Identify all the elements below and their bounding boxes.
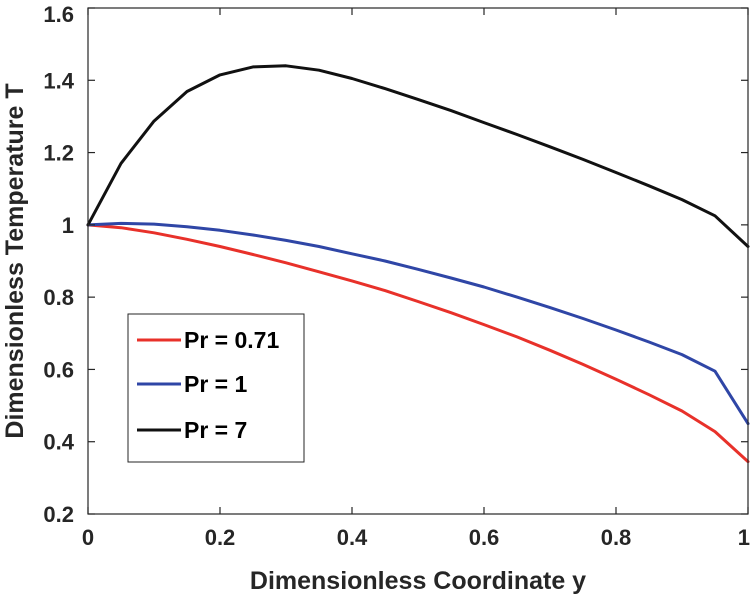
x-tick-label: 0.6	[469, 525, 500, 550]
ticks-layer: 0 0.2 0.4 0.6 0.8 1 0.2 0.4 0.6 0.8 1 1.2 1.4 1.6	[43, 2, 750, 550]
series-line-pr-1	[86, 221, 750, 426]
x-tick-label: 0.2	[205, 525, 236, 550]
y-tick-label: 0.6	[43, 357, 74, 382]
legend-label-pr-1: Pr = 1	[184, 371, 248, 397]
y-tick-label: 1.6	[43, 2, 74, 27]
x-tick-label: 0	[82, 525, 94, 550]
axes-box	[87, 7, 749, 515]
x-axis-label: Dimensionless Coordinate y	[250, 567, 586, 595]
x-tick-label: 1	[738, 525, 750, 550]
y-tick-label: 1.2	[43, 141, 74, 166]
series-line-pr-7	[86, 64, 750, 248]
legend-label-pr-0-71: Pr = 0.71	[184, 327, 279, 353]
x-tick-label: 0.4	[337, 525, 368, 550]
axes-layer	[87, 7, 749, 515]
legend-label-pr-7: Pr = 7	[184, 417, 247, 443]
legend: Pr = 0.71 Pr = 1 Pr = 7	[127, 313, 305, 463]
y-axis-label: Dimensionless Temperature T	[1, 83, 29, 438]
y-tick-label: 0.2	[43, 502, 74, 527]
x-tick-label: 0.8	[601, 525, 632, 550]
series-layer	[86, 64, 750, 464]
series-line-pr-0-71	[86, 223, 750, 464]
y-tick-label: 1	[62, 213, 74, 238]
y-tick-label: 0.4	[43, 430, 74, 455]
y-tick-label: 0.8	[43, 285, 74, 310]
y-tick-label: 1.4	[43, 68, 74, 93]
